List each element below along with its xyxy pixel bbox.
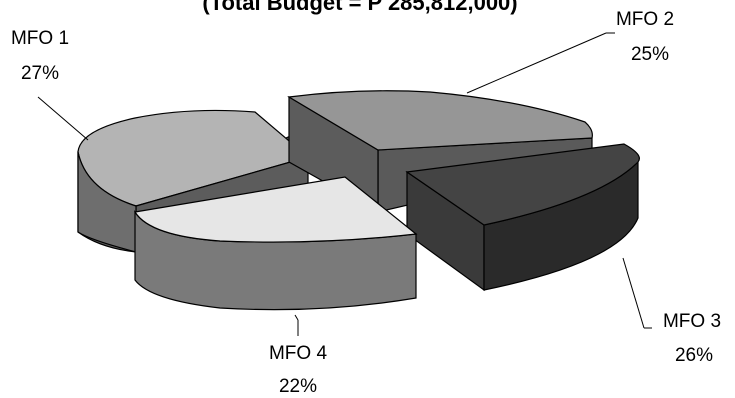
leader-line-mfo-2-a: [466, 32, 607, 94]
leader-line-mfo-1: [37, 96, 89, 141]
slice-mfo-4-top: [134, 176, 418, 243]
label-mfo-4-name: MFO 4: [269, 343, 327, 364]
pie-slice-mfo-4: [134, 176, 418, 311]
label-mfo-3-pct: 26%: [675, 345, 713, 366]
slice-mfo-3-top: [405, 143, 640, 226]
chart-title: (Total Budget = P 285,812,000): [202, 0, 517, 15]
label-mfo-3-name: MFO 3: [663, 311, 721, 332]
label-mfo-2-name: MFO 2: [616, 9, 674, 30]
label-mfo-1-pct: 27%: [21, 63, 59, 84]
label-mfo-4-pct: 22%: [279, 376, 317, 397]
leader-line-mfo-3-a: [622, 257, 645, 329]
label-mfo-2-pct: 25%: [631, 44, 669, 65]
slice-mfo-2-top: [287, 90, 593, 151]
label-mfo-1-name: MFO 1: [11, 28, 69, 49]
leader-line-mfo-4-a: [294, 314, 299, 321]
pie-slice-mfo-3: [405, 143, 640, 292]
